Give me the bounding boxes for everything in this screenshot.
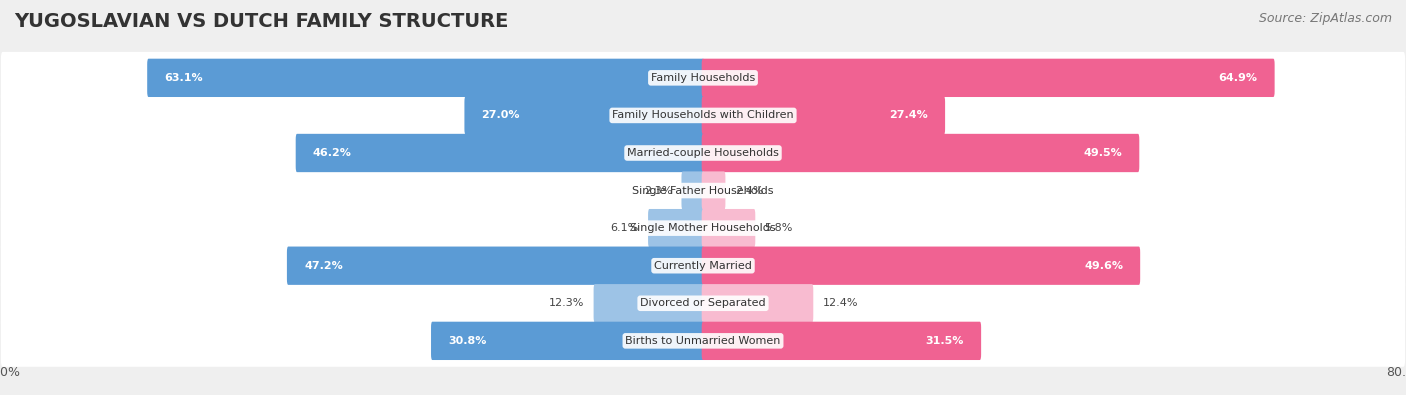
FancyBboxPatch shape bbox=[702, 246, 1140, 285]
Text: 31.5%: 31.5% bbox=[925, 336, 965, 346]
FancyBboxPatch shape bbox=[1, 240, 1405, 292]
Text: YUGOSLAVIAN VS DUTCH FAMILY STRUCTURE: YUGOSLAVIAN VS DUTCH FAMILY STRUCTURE bbox=[14, 12, 509, 31]
Text: 49.5%: 49.5% bbox=[1084, 148, 1122, 158]
FancyBboxPatch shape bbox=[702, 134, 1139, 172]
FancyBboxPatch shape bbox=[1, 127, 1405, 179]
FancyBboxPatch shape bbox=[464, 96, 704, 135]
Text: 12.3%: 12.3% bbox=[548, 298, 585, 308]
Text: Births to Unmarried Women: Births to Unmarried Women bbox=[626, 336, 780, 346]
Text: Currently Married: Currently Married bbox=[654, 261, 752, 271]
FancyBboxPatch shape bbox=[593, 284, 704, 322]
Text: 2.4%: 2.4% bbox=[734, 186, 763, 196]
Text: 27.4%: 27.4% bbox=[889, 111, 928, 120]
Text: Single Mother Households: Single Mother Households bbox=[630, 223, 776, 233]
FancyBboxPatch shape bbox=[1, 202, 1405, 254]
FancyBboxPatch shape bbox=[295, 134, 704, 172]
Text: Single Father Households: Single Father Households bbox=[633, 186, 773, 196]
FancyBboxPatch shape bbox=[702, 322, 981, 360]
FancyBboxPatch shape bbox=[1, 315, 1405, 367]
FancyBboxPatch shape bbox=[148, 59, 704, 97]
FancyBboxPatch shape bbox=[1, 52, 1405, 104]
Text: 5.8%: 5.8% bbox=[765, 223, 793, 233]
Text: Married-couple Households: Married-couple Households bbox=[627, 148, 779, 158]
Text: 12.4%: 12.4% bbox=[823, 298, 858, 308]
FancyBboxPatch shape bbox=[702, 96, 945, 135]
FancyBboxPatch shape bbox=[682, 171, 704, 210]
FancyBboxPatch shape bbox=[1, 90, 1405, 141]
Text: 30.8%: 30.8% bbox=[449, 336, 486, 346]
FancyBboxPatch shape bbox=[702, 59, 1275, 97]
Text: Divorced or Separated: Divorced or Separated bbox=[640, 298, 766, 308]
FancyBboxPatch shape bbox=[702, 209, 755, 247]
Text: 63.1%: 63.1% bbox=[165, 73, 202, 83]
Text: 6.1%: 6.1% bbox=[610, 223, 638, 233]
FancyBboxPatch shape bbox=[702, 284, 813, 322]
Text: 64.9%: 64.9% bbox=[1219, 73, 1257, 83]
FancyBboxPatch shape bbox=[287, 246, 704, 285]
Text: 49.6%: 49.6% bbox=[1084, 261, 1123, 271]
Text: Family Households: Family Households bbox=[651, 73, 755, 83]
FancyBboxPatch shape bbox=[432, 322, 704, 360]
Text: 2.3%: 2.3% bbox=[644, 186, 672, 196]
FancyBboxPatch shape bbox=[648, 209, 704, 247]
Text: Family Households with Children: Family Households with Children bbox=[612, 111, 794, 120]
FancyBboxPatch shape bbox=[702, 171, 725, 210]
FancyBboxPatch shape bbox=[1, 165, 1405, 216]
Text: 47.2%: 47.2% bbox=[304, 261, 343, 271]
Text: 27.0%: 27.0% bbox=[481, 111, 520, 120]
Text: 46.2%: 46.2% bbox=[312, 148, 352, 158]
Text: Source: ZipAtlas.com: Source: ZipAtlas.com bbox=[1258, 12, 1392, 25]
FancyBboxPatch shape bbox=[1, 277, 1405, 329]
